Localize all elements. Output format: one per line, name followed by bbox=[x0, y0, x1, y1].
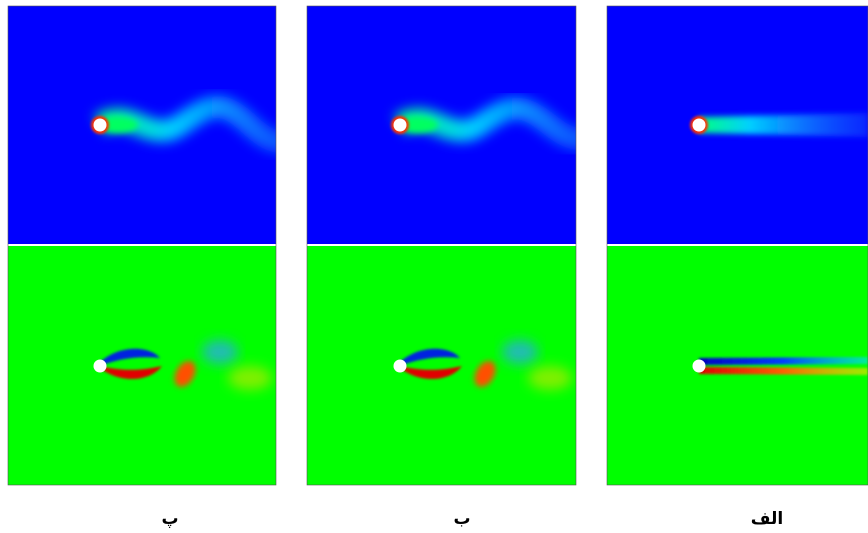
panels bbox=[8, 6, 868, 485]
panel-label: پ bbox=[161, 509, 178, 529]
cylinder bbox=[94, 360, 107, 373]
vorticity-field bbox=[8, 246, 276, 485]
wake bbox=[699, 113, 868, 137]
vortex bbox=[202, 340, 238, 364]
vortex bbox=[502, 340, 538, 364]
concentration-field bbox=[607, 6, 868, 244]
background bbox=[307, 246, 576, 485]
shear-layer bbox=[699, 367, 868, 375]
vorticity-field bbox=[607, 246, 868, 485]
vortex bbox=[228, 366, 272, 390]
panel-label: ب bbox=[453, 509, 470, 529]
cylinder bbox=[693, 360, 706, 373]
cylinder bbox=[394, 119, 407, 132]
simulation-panel bbox=[307, 6, 640, 485]
simulation-panel bbox=[8, 6, 340, 485]
panel-label: الف bbox=[751, 509, 783, 529]
cylinder bbox=[94, 119, 107, 132]
vortex bbox=[528, 366, 572, 390]
concentration-field bbox=[307, 6, 640, 244]
cylinder bbox=[693, 119, 706, 132]
shear-layer bbox=[699, 357, 868, 365]
background bbox=[8, 246, 276, 485]
figure: پ ب الف bbox=[0, 0, 868, 533]
concentration-field bbox=[8, 6, 340, 244]
simulation-panel bbox=[607, 6, 868, 485]
background bbox=[607, 246, 868, 485]
vorticity-field bbox=[307, 246, 576, 485]
cylinder bbox=[394, 360, 407, 373]
